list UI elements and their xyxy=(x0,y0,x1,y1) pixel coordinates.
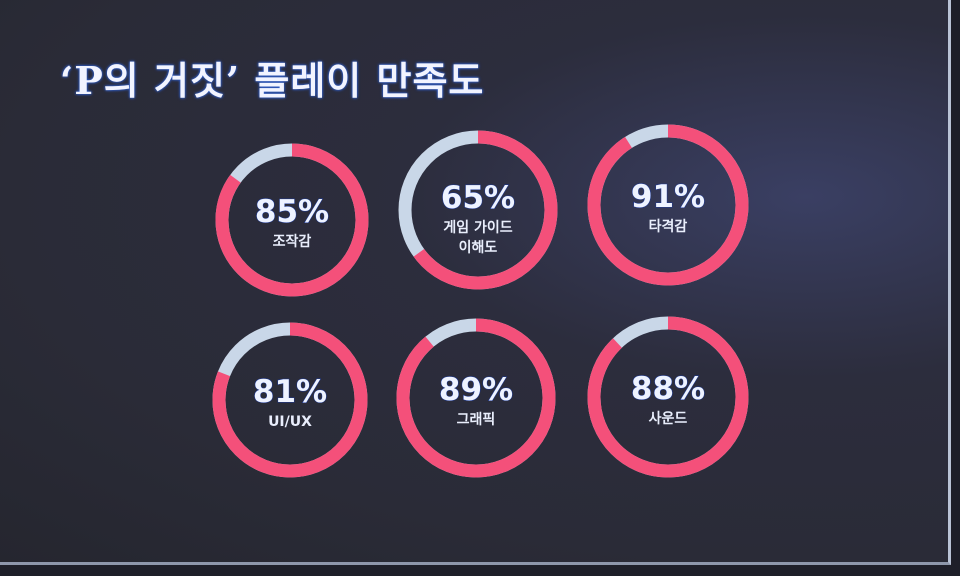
donut-percent-label: 88% xyxy=(631,371,705,407)
donut-percent-label: 65% xyxy=(441,180,515,216)
donut-category-label: 그래픽 xyxy=(457,411,496,428)
donut-category-label: 조작감 xyxy=(273,233,312,250)
donut-4: 81% UI/UX xyxy=(212,322,368,478)
donut-category-label: UI/UX xyxy=(268,414,312,430)
donut-category-label: 이해도 xyxy=(459,239,498,256)
donut-6: 88% 사운드 xyxy=(587,316,749,478)
donut-percent-label: 91% xyxy=(631,179,705,215)
donut-1: 85% 조작감 xyxy=(215,143,369,297)
donut-value-arc xyxy=(212,322,368,478)
donut-category-label: 타격감 xyxy=(649,218,688,235)
donut-value-arc xyxy=(215,143,369,297)
donut-value-arc xyxy=(396,318,556,478)
donut-percent-label: 89% xyxy=(439,372,513,408)
donut-value-arc xyxy=(587,316,749,478)
donut-value-arc xyxy=(398,130,558,290)
donut-3: 91% 타격감 xyxy=(587,124,749,286)
donut-category-label: 게임 가이드 xyxy=(443,219,512,236)
donut-value-arc xyxy=(587,124,749,286)
donut-percent-label: 81% xyxy=(253,374,327,410)
donut-percent-label: 85% xyxy=(255,194,329,230)
donut-category-label: 사운드 xyxy=(649,411,688,427)
donut-5: 89% 그래픽 xyxy=(396,318,556,478)
slide-title: ‘P의 거짓’ 플레이 만족도 xyxy=(60,58,485,103)
